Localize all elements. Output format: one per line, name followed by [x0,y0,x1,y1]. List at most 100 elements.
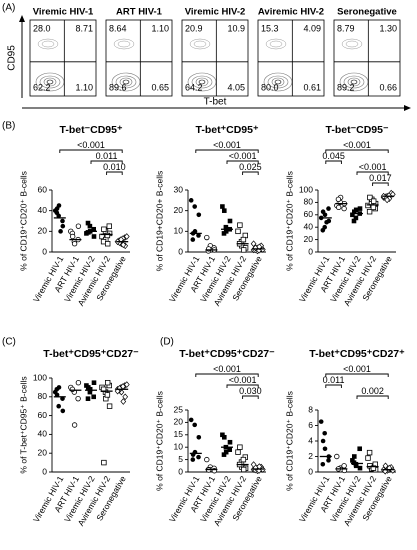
quadrant-value: 89.2 [337,82,355,92]
flow-title: Aviremic HIV-2 [258,7,324,18]
point [240,456,247,463]
point [71,241,78,247]
contour [343,75,365,89]
bracket [242,171,259,175]
point [320,461,326,467]
contour [345,40,359,48]
point [75,380,82,386]
y-tick-label: 80 [38,391,48,401]
point [75,395,81,402]
point [318,419,324,424]
bracket [356,171,389,175]
point [324,219,329,225]
chart-title: T-bet⁺CD95⁺CD27⁺ [309,348,405,360]
point [326,458,331,463]
point [60,396,65,401]
point [196,233,201,238]
point [123,381,130,388]
point [370,204,377,211]
flow-box [29,19,97,97]
bracket [325,384,342,388]
flow-y-label: CD95 [7,45,18,71]
point [350,212,355,218]
point [237,444,243,450]
bracket [325,373,389,377]
point [91,380,97,385]
quadrant-value: 1.30 [379,23,397,33]
p-value: <0.001 [213,140,241,150]
quadrant-value: 0.65 [151,82,169,92]
contour [117,40,131,48]
quadrant-value: 64.2 [185,82,203,92]
point [60,218,65,224]
point [60,408,66,414]
point [240,466,247,473]
contour [113,38,135,50]
strip-chart: T-bet⁺CD95⁺CD27⁺ % of CD19⁺CD20⁺ B-cells 0… [284,348,405,528]
p-value: 0.011 [323,375,345,385]
point [341,205,347,212]
point [341,463,347,469]
point [220,204,225,209]
point [326,206,331,211]
quadrant-value: 1.10 [151,23,169,33]
point [118,236,124,243]
y-tick-label: 20 [174,205,184,215]
panel-label: (B) [2,121,15,132]
quadrant-value: 8.71 [75,23,93,33]
contour [198,79,206,85]
flow-x-label: T-bet [204,97,227,108]
flow-box [257,19,325,97]
y-tick-label: 30 [174,184,184,194]
p-value: <0.001 [77,140,105,150]
point [366,208,373,215]
bracket [325,149,389,153]
p-value: <0.001 [229,151,257,161]
chart-title: T-bet⁺CD95⁺ [195,124,258,136]
y-tick-label: 10 [174,441,184,451]
point [382,462,389,470]
point [320,209,326,214]
arrow-head [404,105,411,111]
flow-title: Viremic HIV-1 [33,7,94,18]
strip-chart: T-bet⁻CD95⁻ % of CD19⁺CD20⁺ B-cells 0 20 40 6… [284,124,396,308]
point [370,198,377,204]
p-value: <0.001 [343,364,371,374]
point [367,194,373,201]
point [350,458,355,463]
point [54,386,60,392]
point [190,457,196,462]
contour [43,77,57,87]
point [240,247,247,253]
point [188,198,194,203]
chart-title: T-bet⁻CD95⁺ [59,124,122,136]
y-axis-label: % of CD19⁺CD20⁺ B-cells [284,171,294,271]
quadrant-value: 28.0 [33,23,51,33]
point [91,226,96,232]
y-tick-label: 0 [178,246,183,256]
y-tick-label: 15 [174,429,184,439]
y-tick-label: 20 [38,226,48,236]
point [101,459,107,466]
quadrant-value: 89.6 [109,82,127,92]
point [85,396,91,401]
contour [193,40,207,48]
contour [350,79,358,85]
point [60,223,66,229]
y-tick-label: 60 [38,410,48,420]
contour [189,38,211,50]
y-tick-label: 5 [178,454,183,464]
point [104,232,111,239]
point [196,454,201,460]
panel-label: (C) [2,337,16,348]
point [250,240,257,248]
point [351,460,357,465]
y-tick-label: 40 [38,205,48,215]
y-tick-label: 60 [304,209,314,219]
flow-title: Viremic HIV-2 [185,7,246,18]
point [366,449,373,456]
point [222,208,227,213]
y-tick-label: 6 [308,420,313,430]
strip-chart: T-bet⁺CD95⁺CD27⁻ % of CD19⁺CD20⁺ B-cells 0… [154,348,275,528]
